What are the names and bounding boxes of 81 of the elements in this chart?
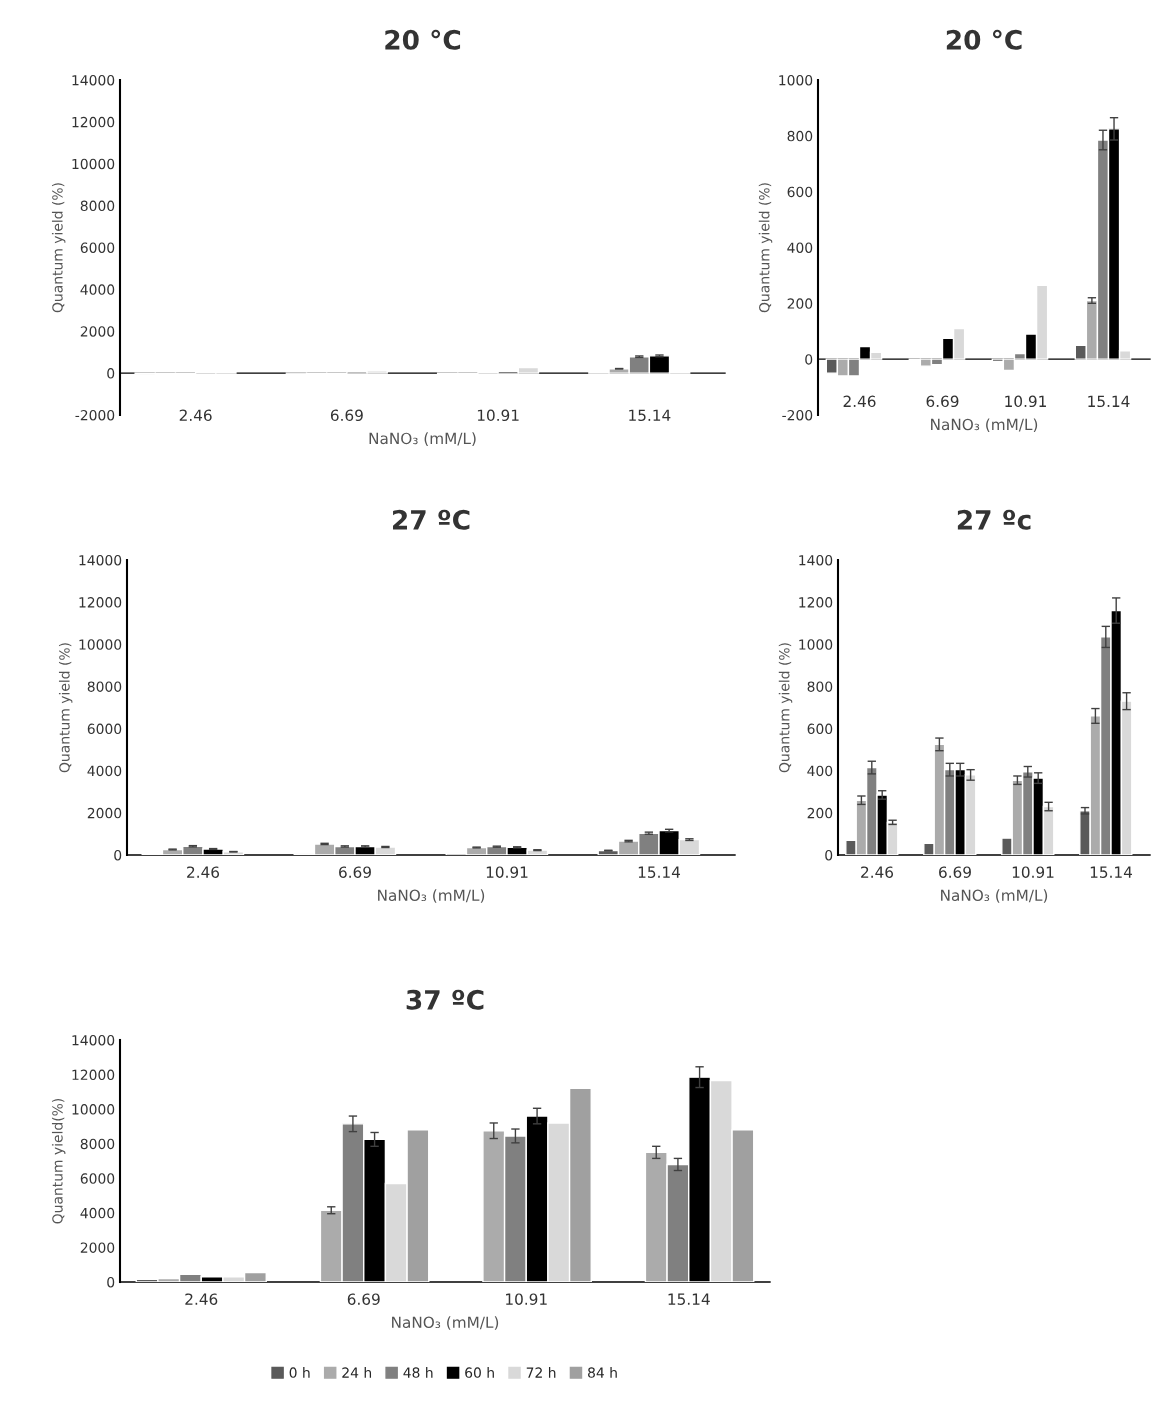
- y-tick-label: 400: [807, 765, 833, 777]
- chart-title: 27 ºc: [957, 509, 1031, 530]
- x-axis-title: NaNO₃ (mM/L): [378, 889, 485, 903]
- y-tick-label: 1000: [799, 639, 833, 650]
- y-tick-label: 1200: [799, 597, 833, 608]
- x-tick-label: 6.69: [339, 866, 371, 878]
- y-tick-label: 12000: [72, 116, 115, 128]
- y-tick-label: 6000: [87, 723, 122, 735]
- legend-label: 24 h: [342, 1367, 372, 1378]
- y-tick-label: 2000: [87, 807, 122, 819]
- y-tick-label: 14000: [72, 1034, 115, 1046]
- y-tick-label: 4000: [87, 765, 122, 777]
- x-tick-label: 10.91: [1005, 395, 1046, 408]
- y-tick-label: 8000: [87, 681, 122, 692]
- chart-title: 20 °C: [385, 29, 461, 50]
- y-tick-label: 800: [787, 130, 813, 142]
- y-tick-label: 0: [114, 849, 122, 861]
- y-tick-label: 200: [807, 807, 833, 819]
- x-axis-title: NaNO₃ (mM/L): [941, 889, 1048, 903]
- x-tick-label: 10.91: [506, 1293, 547, 1305]
- y-tick-label: 1400: [799, 554, 833, 566]
- legend-label: 60 h: [465, 1367, 494, 1378]
- legend-label: 72 h: [526, 1367, 556, 1378]
- x-axis-title: NaNO₃ (mM/L): [931, 418, 1038, 433]
- y-tick-label: 800: [807, 681, 833, 692]
- x-tick-label: 2.46: [187, 866, 220, 878]
- y-axis-title: Quantum yield(%): [51, 1098, 66, 1224]
- x-tick-label: 15.14: [638, 866, 681, 878]
- y-tick-label: 0: [805, 354, 813, 365]
- x-tick-label: 15.14: [1090, 866, 1133, 878]
- y-tick-label: 200: [787, 298, 813, 309]
- y-axis-title: Quantum yield (%): [758, 183, 773, 313]
- x-axis-title: NaNO₃ (mM/L): [369, 432, 476, 446]
- y-tick-label: 0: [107, 1276, 115, 1288]
- y-tick-label: 14000: [79, 554, 122, 566]
- y-tick-label: 600: [787, 186, 813, 198]
- y-tick-label: 4000: [80, 284, 115, 295]
- x-axis-title: NaNO₃ (mM/L): [392, 1316, 499, 1330]
- x-tick-label: 6.69: [926, 395, 959, 408]
- x-tick-label: 6.69: [330, 409, 363, 422]
- y-tick-label: 12000: [79, 597, 122, 608]
- y-tick-label: 4000: [80, 1207, 115, 1219]
- y-tick-label: 6000: [80, 1173, 115, 1184]
- y-tick-label: 12000: [72, 1069, 115, 1081]
- y-tick-label: 6000: [80, 242, 115, 253]
- y-tick-label: 0: [107, 368, 115, 379]
- y-tick-label: 8000: [80, 200, 115, 212]
- x-tick-label: 6.69: [347, 1293, 380, 1305]
- y-tick-label: 600: [807, 723, 833, 735]
- y-tick-label: 10000: [72, 158, 115, 170]
- legend-label: 84 h: [588, 1367, 617, 1378]
- y-axis-title: Quantum yield (%): [51, 183, 66, 313]
- y-tick-label: 8000: [80, 1138, 115, 1150]
- x-tick-label: 2.46: [861, 866, 894, 878]
- x-tick-label: 10.91: [486, 866, 528, 878]
- y-tick-label: 2000: [80, 326, 115, 337]
- x-tick-label: 2.46: [843, 395, 876, 408]
- x-tick-label: 15.14: [629, 409, 671, 422]
- legend-label: 48 h: [403, 1367, 433, 1378]
- y-tick-label: -200: [782, 409, 813, 421]
- chart-title: 27 ºC: [393, 509, 470, 530]
- x-tick-label: 15.14: [1088, 395, 1130, 408]
- y-tick-label: -2000: [75, 409, 115, 421]
- y-axis-title: Quantum yield (%): [778, 643, 793, 773]
- y-tick-label: 14000: [72, 74, 115, 86]
- x-tick-label: 15.14: [668, 1293, 710, 1305]
- y-axis-title: Quantum yield (%): [58, 643, 73, 773]
- chart-title: 37 ºC: [406, 989, 484, 1010]
- legend-label: 0 h: [289, 1367, 310, 1378]
- y-tick-label: 1000: [779, 74, 813, 86]
- y-tick-label: 400: [787, 242, 813, 253]
- x-tick-label: 6.69: [939, 866, 971, 878]
- y-tick-label: 10000: [72, 1104, 115, 1115]
- y-tick-label: 0: [825, 849, 833, 861]
- x-tick-label: 2.46: [185, 1293, 218, 1305]
- chart-title: 20 °C: [946, 29, 1022, 50]
- x-tick-label: 2.46: [179, 409, 212, 422]
- x-tick-label: 10.91: [1012, 866, 1054, 878]
- y-tick-label: 10000: [79, 639, 122, 650]
- y-tick-label: 2000: [80, 1242, 115, 1253]
- x-tick-label: 10.91: [477, 409, 519, 422]
